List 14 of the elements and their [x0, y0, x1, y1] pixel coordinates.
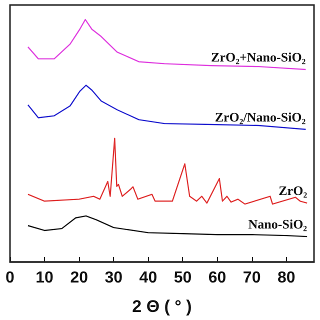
series-label: ZrO₂/Nano-SiO₂ [214, 109, 306, 124]
x-tick-label: 30 [104, 270, 123, 286]
x-tick-label: 40 [139, 270, 158, 286]
x-tick-label: 10 [36, 270, 54, 286]
series-label: Nano-SiO₂ [248, 216, 308, 232]
series-label: ZrO₂+Nano-SiO₂ [211, 49, 306, 64]
x-tick-label: 80 [277, 270, 296, 286]
x-tick-label: 70 [242, 270, 261, 286]
x-tick-label: 0 [6, 270, 15, 286]
x-tick-label: 50 [174, 270, 192, 286]
x-tick-label: 20 [70, 270, 88, 286]
series-label: ZrO₂ [278, 183, 308, 198]
x-axis-title: 2 Θ ( ° ) [132, 297, 192, 316]
x-tick-label: 60 [208, 270, 226, 286]
